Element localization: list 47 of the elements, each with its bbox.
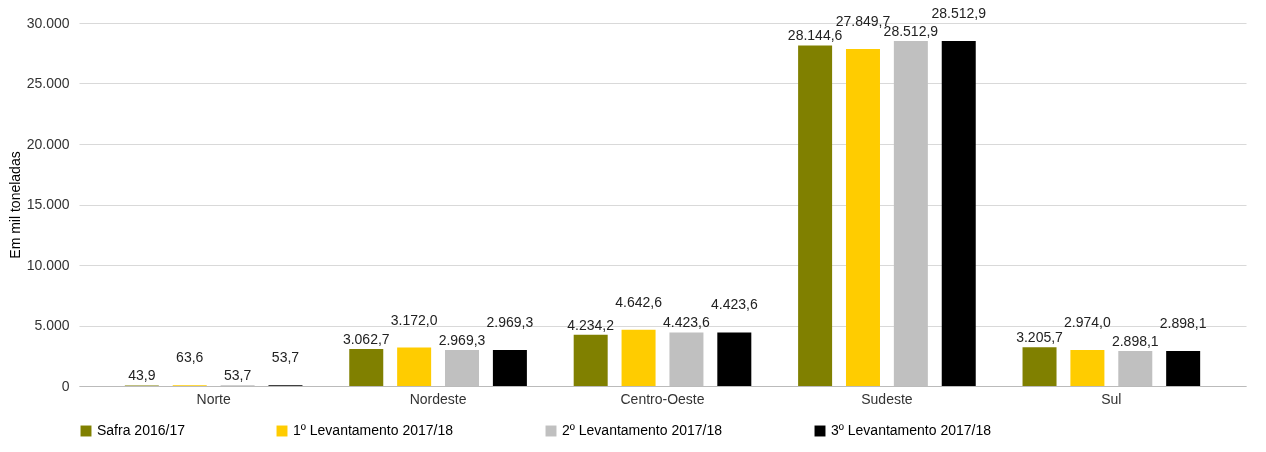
data-label: 4.234,2 — [567, 316, 615, 333]
data-label: 28.512,9 — [931, 4, 987, 21]
y-tick-label: 0 — [61, 377, 70, 394]
data-label: 2.969,3 — [438, 332, 486, 349]
bar — [798, 45, 833, 386]
bar — [492, 350, 527, 386]
data-label: 63,6 — [176, 349, 204, 366]
y-axis-title: Em mil toneladas — [6, 151, 23, 259]
y-tick-label: 5.000 — [34, 317, 70, 333]
y-tick-label: 25.000 — [26, 75, 70, 91]
data-label: 3.172,0 — [390, 311, 438, 328]
data-label: 43,9 — [128, 367, 156, 384]
data-label: 2.969,3 — [486, 314, 534, 331]
x-tick-label: Centro-Oeste — [620, 390, 705, 407]
bar — [349, 348, 384, 386]
bar — [845, 49, 880, 386]
legend-label: 2º Levantamento 2017/18 — [562, 422, 723, 438]
bar — [1166, 350, 1201, 386]
data-label: 28.144,6 — [787, 27, 843, 44]
x-tick-label: Sul — [1101, 390, 1122, 407]
legend-label: 3º Levantamento 2017/18 — [831, 422, 992, 438]
data-label: 4.423,6 — [710, 296, 758, 313]
x-tick-label: Nordeste — [409, 390, 467, 407]
bar — [397, 347, 432, 386]
bar — [1070, 350, 1105, 386]
x-tick-label: Norte — [196, 390, 231, 407]
bar — [717, 332, 752, 386]
y-tick-label: 20.000 — [26, 135, 70, 152]
data-label: 2.898,1 — [1111, 332, 1159, 349]
y-tick-label: 10.000 — [26, 256, 70, 273]
x-tick-label: Sudeste — [861, 390, 913, 407]
y-tick-label: 15.000 — [26, 196, 70, 212]
bar — [573, 334, 608, 386]
bar — [941, 40, 976, 386]
data-label: 3.062,7 — [342, 330, 390, 347]
data-label: 2.974,0 — [1064, 314, 1111, 331]
data-label: 53,7 — [271, 349, 300, 366]
bar — [621, 329, 656, 386]
data-label: 53,7 — [223, 367, 252, 384]
y-tick-label: 30.000 — [26, 14, 70, 31]
data-label: 2.898,1 — [1159, 314, 1207, 331]
data-label: 4.642,6 — [615, 293, 663, 310]
data-label: 3.205,7 — [1016, 329, 1064, 346]
legend-label: Safra 2016/17 — [97, 422, 186, 438]
bar — [1022, 347, 1057, 386]
data-label: 4.423,6 — [663, 314, 710, 331]
legend-label: 1º Levantamento 2017/18 — [293, 422, 454, 438]
